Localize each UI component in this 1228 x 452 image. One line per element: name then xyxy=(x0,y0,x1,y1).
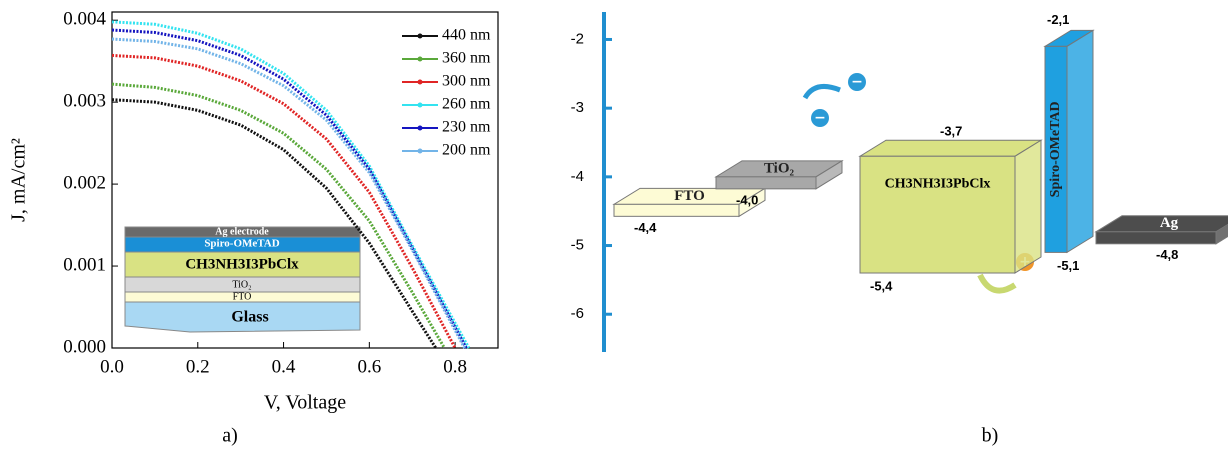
legend-label: 300 nm xyxy=(442,73,491,90)
y-tick-label: -6 xyxy=(571,305,584,322)
level-label: -4,4 xyxy=(634,220,657,235)
inset-label: CH3NH3I3PbClx xyxy=(185,256,299,272)
legend-marker xyxy=(417,79,423,85)
layer xyxy=(859,155,1016,274)
inset-label: TiO₂ xyxy=(232,279,251,290)
inset-label: Glass xyxy=(231,309,268,326)
y-tick-label: -4 xyxy=(571,168,584,185)
caption: a) xyxy=(222,425,238,447)
series-line xyxy=(111,98,438,349)
level-label: -4,0 xyxy=(736,192,758,207)
level-label: -5,4 xyxy=(870,278,893,293)
x-axis-label: V, Voltage xyxy=(264,392,346,414)
inset-label: Spiro-OMeTAD xyxy=(204,238,279,250)
y-axis-label: J, mA/cm² xyxy=(8,138,30,222)
layer-name: FTO xyxy=(674,188,705,204)
y-tick-label: 0.000 xyxy=(63,336,106,357)
layer-name: Spiro-OMeTAD xyxy=(1048,101,1063,197)
layer xyxy=(715,176,817,190)
series-line xyxy=(111,28,468,349)
x-tick-label: 0.8 xyxy=(443,356,467,377)
level-label: -2,1 xyxy=(1047,12,1069,27)
layer-side xyxy=(1014,139,1042,274)
svg-text:−: − xyxy=(851,74,863,90)
layer-name: CH3NH3I3PbClx xyxy=(885,176,991,191)
series-line xyxy=(111,82,446,349)
layer-name: Ag xyxy=(1160,215,1179,231)
layer-top xyxy=(858,139,1043,157)
y-tick-label: -5 xyxy=(571,237,584,254)
y-tick-label: -3 xyxy=(571,99,584,116)
series-line xyxy=(111,37,466,349)
layer xyxy=(1044,45,1068,253)
caption: b) xyxy=(982,425,999,447)
legend-label: 230 nm xyxy=(442,119,491,136)
series-line xyxy=(111,53,457,349)
x-tick-label: 0.6 xyxy=(357,356,381,377)
inset-label: Ag electrode xyxy=(215,226,269,237)
y-tick-label: -2 xyxy=(571,30,584,47)
layer xyxy=(1095,231,1217,245)
y-tick-label: 0.004 xyxy=(63,9,106,30)
x-tick-label: 0.4 xyxy=(272,356,296,377)
series-line xyxy=(111,20,471,349)
legend-marker xyxy=(417,56,423,62)
legend-label: 200 nm xyxy=(442,142,491,159)
legend-label: 260 nm xyxy=(442,96,491,113)
x-tick-label: 0.0 xyxy=(100,356,124,377)
inset: Ag electrode Spiro-OMeTAD CH3NH3I3PbClx … xyxy=(124,226,361,333)
y-tick-label: 0.001 xyxy=(63,254,106,275)
layer-side xyxy=(1066,29,1094,254)
legend-marker xyxy=(417,148,423,154)
x-tick-label: 0.2 xyxy=(186,356,210,377)
legend-marker xyxy=(417,125,423,131)
legend-label: 440 nm xyxy=(442,27,491,44)
y-tick-label: 0.003 xyxy=(63,91,106,112)
inset-label: FTO xyxy=(233,291,252,302)
legend-label: 360 nm xyxy=(442,50,491,67)
legend-marker xyxy=(417,33,423,39)
y-tick-label: 0.002 xyxy=(63,172,106,193)
legend-marker xyxy=(417,102,423,108)
level-label: -5,1 xyxy=(1057,258,1079,273)
layer xyxy=(613,203,740,217)
level-label: -4,8 xyxy=(1156,247,1178,262)
svg-text:−: − xyxy=(814,110,826,126)
level-label: -3,7 xyxy=(940,124,962,139)
plot-frame xyxy=(111,11,499,349)
layer-name: TiO₂ xyxy=(764,160,795,176)
